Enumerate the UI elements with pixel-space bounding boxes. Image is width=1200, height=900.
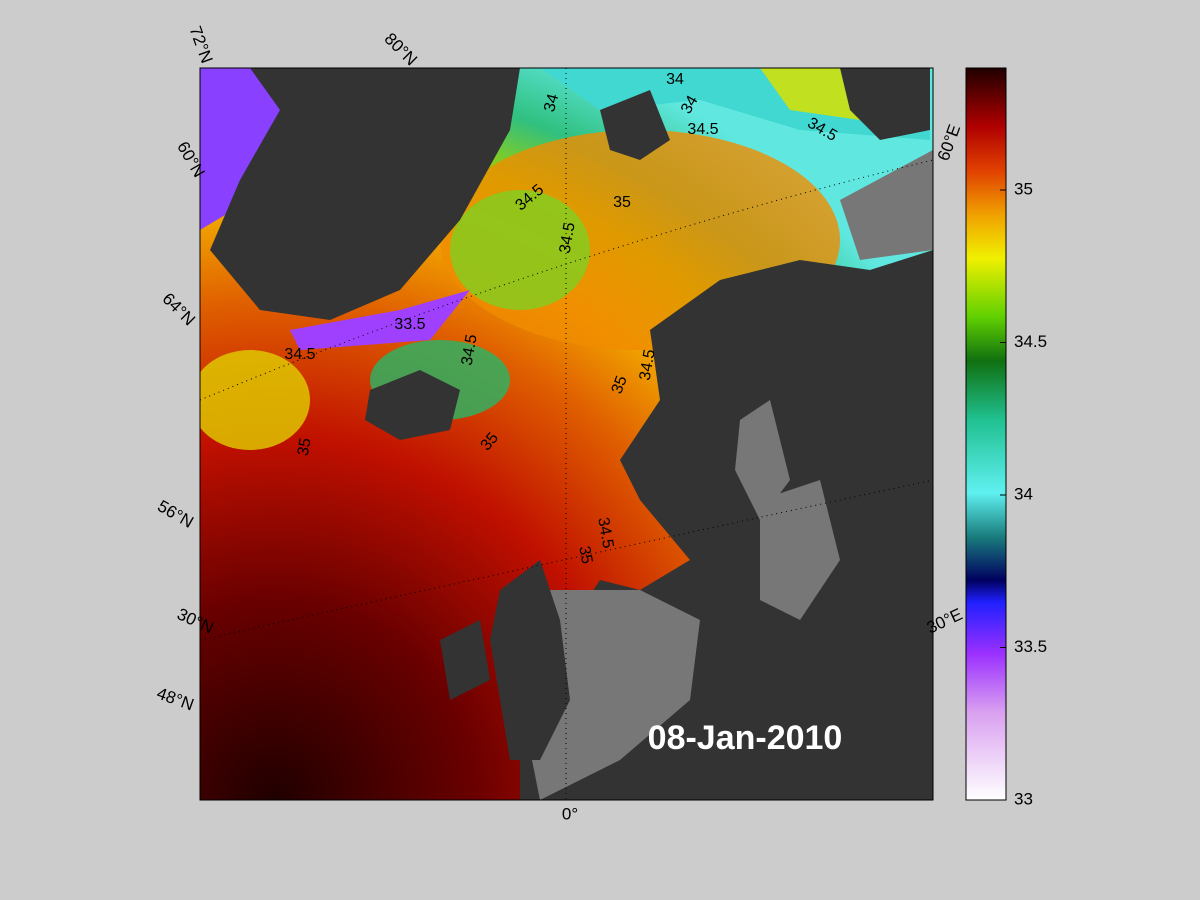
grid-label: 56°N — [154, 496, 196, 531]
grid-label: 80°N — [381, 29, 421, 69]
contour-label: 34.5 — [594, 516, 616, 550]
grid-label: 72°N — [186, 24, 217, 66]
contour-label: 35 — [295, 437, 315, 458]
grid-label: 64°N — [159, 289, 199, 329]
grid-label: 60°E — [934, 122, 965, 163]
colorbar — [965, 67, 1007, 801]
contour-label: 35 — [575, 545, 595, 566]
grid-label: 0° — [562, 804, 578, 823]
map-frame — [199, 67, 934, 801]
contour-label: 34.5 — [284, 346, 315, 363]
contour-label: 35 — [613, 194, 631, 211]
contour-label: 34 — [666, 71, 684, 88]
contour-label: 34 — [678, 93, 702, 117]
contour-label: 34.5 — [459, 333, 481, 367]
contour-label: 35 — [609, 374, 631, 397]
contour-label: 34.5 — [637, 348, 659, 382]
colorbar-tick-label: 33 — [1014, 789, 1033, 808]
contour-label: 34 — [541, 92, 562, 114]
date-label: 08-Jan-2010 — [648, 719, 843, 757]
colorbar-tick-label: 34 — [1014, 484, 1033, 503]
colorbar-tick-label: 34.5 — [1014, 332, 1047, 351]
contour-label: 34.5 — [557, 221, 579, 255]
contour-label: 34.5 — [687, 121, 718, 138]
map — [200, 68, 933, 800]
contour-label: 33.5 — [394, 316, 425, 333]
colorbar-tick-label: 33.5 — [1014, 637, 1047, 656]
colorbar-tick-label: 35 — [1014, 179, 1033, 198]
grid-label: 48°N — [154, 684, 196, 715]
